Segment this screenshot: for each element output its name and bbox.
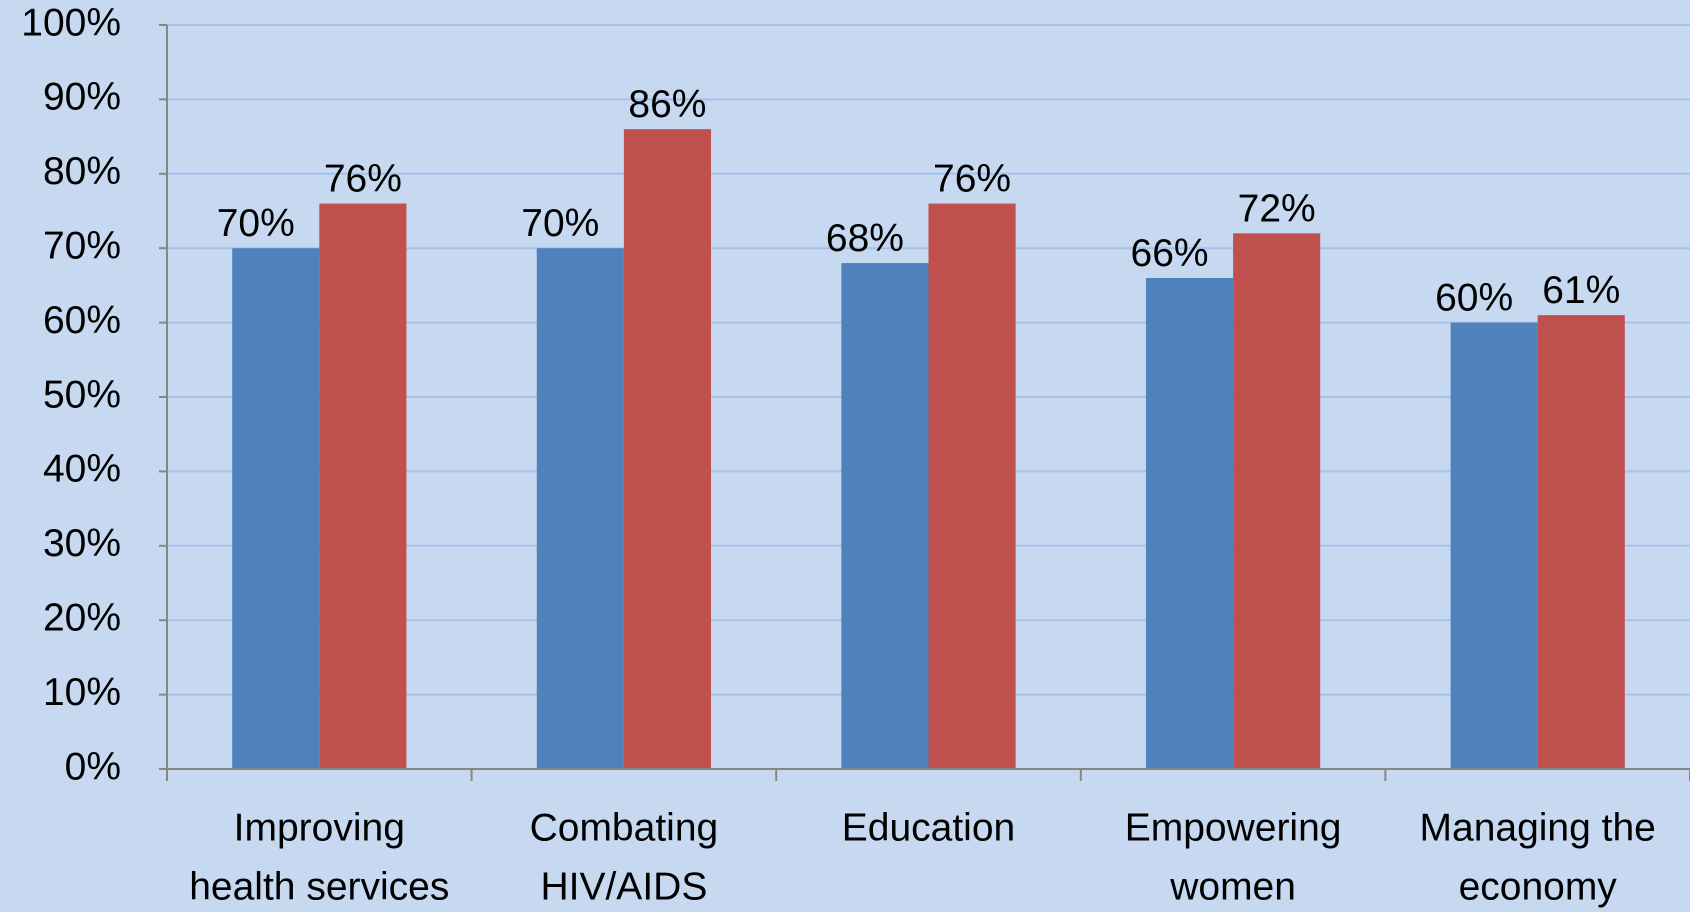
bar	[1145, 277, 1234, 769]
y-tick-label: 100%	[21, 1, 121, 44]
y-tick-label: 40%	[43, 448, 121, 491]
x-tick-label: Managing the	[1420, 806, 1656, 849]
data-label: 61%	[1542, 269, 1620, 312]
bar	[232, 248, 320, 769]
data-label: 76%	[933, 158, 1011, 201]
bar	[319, 203, 407, 769]
y-tick-label: 10%	[43, 671, 121, 714]
bar	[1233, 233, 1321, 769]
bar	[1450, 322, 1538, 769]
x-tick-label: Combating	[530, 806, 719, 849]
x-tick-label: economy	[1459, 865, 1618, 908]
bar	[536, 248, 624, 769]
x-tick-label: Improving	[234, 806, 405, 849]
y-tick-label: 90%	[43, 76, 121, 119]
x-tick-label: women	[1169, 865, 1296, 908]
bar	[928, 203, 1016, 769]
y-tick-label: 50%	[43, 373, 121, 416]
y-tick-label: 60%	[43, 299, 121, 342]
x-tick-label: health services	[189, 865, 449, 908]
data-label: 86%	[628, 83, 706, 126]
data-label: 76%	[324, 158, 402, 201]
x-tick-label: Education	[842, 806, 1015, 849]
bar	[1537, 315, 1625, 769]
data-label: 70%	[521, 202, 599, 245]
x-tick-label: HIV/AIDS	[540, 865, 707, 908]
y-tick-label: 20%	[43, 596, 121, 639]
y-tick-label: 30%	[43, 522, 121, 565]
data-label: 72%	[1238, 187, 1316, 230]
bar	[841, 263, 929, 769]
y-tick-label: 0%	[65, 745, 121, 788]
y-tick-label: 80%	[43, 150, 121, 193]
data-label: 70%	[217, 202, 295, 245]
bar	[623, 129, 712, 769]
data-label: 68%	[826, 217, 904, 260]
y-tick-label: 70%	[43, 224, 121, 267]
data-label: 60%	[1435, 277, 1513, 320]
data-label: 66%	[1131, 232, 1209, 275]
x-tick-label: Empowering	[1125, 806, 1342, 849]
